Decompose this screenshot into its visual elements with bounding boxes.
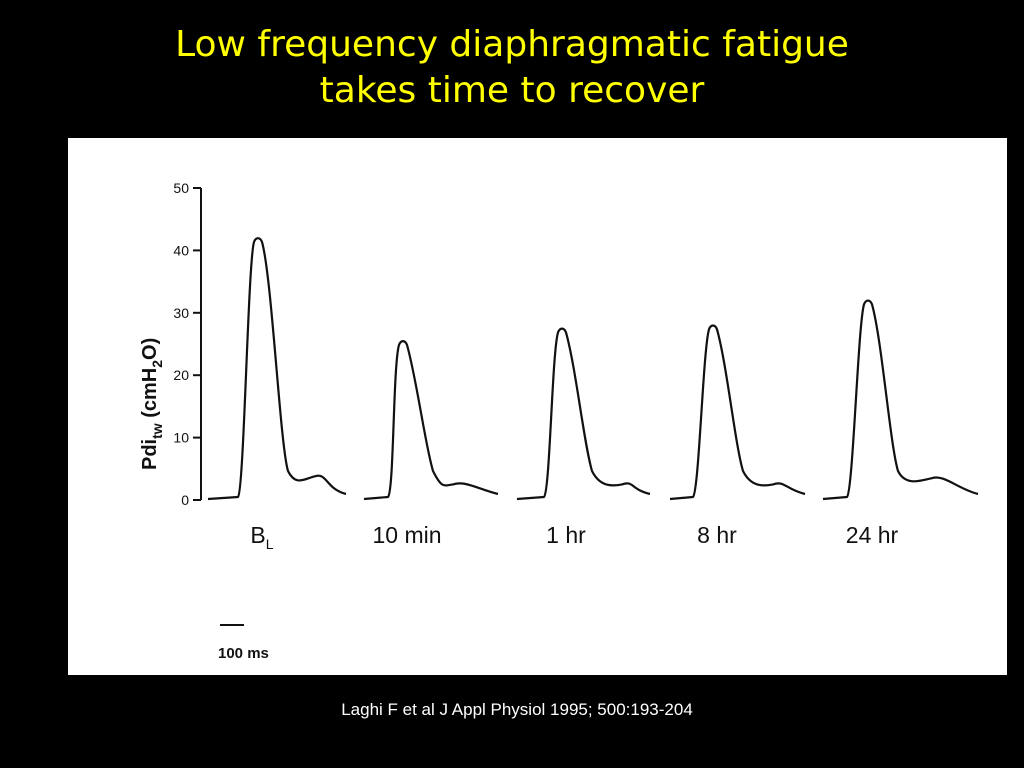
figure-panel: 0 10 20 30 40 50 Pditw (cmH2O) BL 10 min 1 hr 8 …: [68, 138, 1007, 675]
citation: Laghi F et al J Appl Physiol 1995; 500:1…: [341, 700, 693, 719]
y-tick-label-30: 30: [173, 305, 189, 321]
peak-label-4: 24 hr: [846, 522, 899, 548]
title-line-1: Low frequency diaphragmatic fatigue: [175, 24, 849, 65]
trace-1: [363, 340, 499, 501]
y-axis: 0 10 20 30 40 50: [173, 180, 202, 508]
y-axis-label: Pditw (cmH2O): [139, 338, 165, 470]
time-scale-bar: 100 ms: [218, 624, 269, 662]
peak-label-1: 10 min: [372, 522, 441, 548]
twitch-pressure-chart: 0 10 20 30 40 50 Pditw (cmH2O) BL 10 min 1 hr 8 …: [139, 180, 979, 662]
peak-label-2: 1 hr: [546, 522, 586, 548]
peak-labels: BL 10 min 1 hr 8 hr 24 hr: [250, 522, 898, 552]
trace-3: [669, 324, 806, 501]
peak-label-3: 8 hr: [697, 522, 737, 548]
scale-bar-label: 100 ms: [218, 645, 269, 662]
peak-label-0: BL: [250, 522, 273, 552]
y-tick-label-20: 20: [173, 367, 189, 383]
y-tick-label-40: 40: [173, 242, 189, 258]
y-tick-label-10: 10: [173, 430, 189, 446]
title-line-2: takes time to recover: [319, 70, 705, 111]
slide-title: Low frequency diaphragmatic fatigue take…: [0, 22, 1024, 114]
traces: [207, 237, 979, 501]
trace-4: [822, 299, 979, 501]
trace-2: [516, 327, 651, 501]
trace-0: [207, 237, 347, 501]
y-tick-label-50: 50: [173, 180, 189, 196]
y-tick-label-0: 0: [181, 492, 189, 508]
